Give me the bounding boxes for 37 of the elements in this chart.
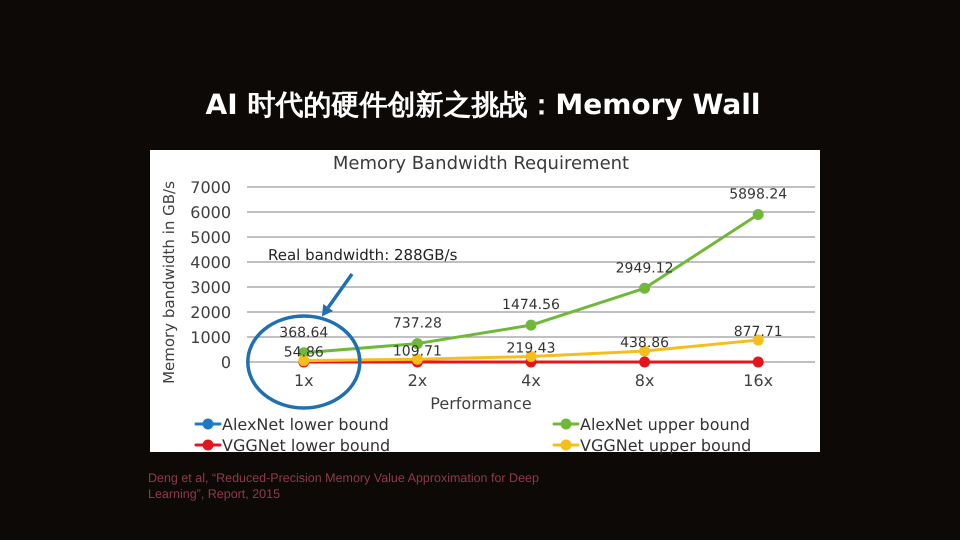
data-label: 1474.56 [502, 297, 560, 314]
chart-title: AI 时代的硬件创新之挑战：Memory Wall [206, 88, 760, 121]
y-axis-title: Memory bandwidth in GB/s [160, 180, 178, 384]
y-tick-label: 2000 [190, 303, 231, 322]
point [526, 320, 536, 331]
text: Deng et al, “Reduced-Precision Memory Value Approximation for Deep Learning”, Report, 2015 [148, 471, 539, 501]
y-tick-label: 0 [220, 353, 231, 372]
legend-label: AlexNet lower bound [222, 415, 389, 434]
y-tick-label: 7000 [190, 178, 231, 197]
y-tick-label: 3000 [190, 278, 231, 297]
x-tick-label: 16x [743, 371, 774, 390]
x-axis-title: Performance [430, 394, 532, 413]
data-label: 5898.24 [729, 186, 788, 203]
x-tick-label: 8x [634, 371, 654, 390]
point [639, 282, 650, 294]
x-tick-label: 4x [521, 371, 541, 390]
legend-label: AlexNet upper bound [580, 415, 750, 434]
data-label: 368.64 [279, 324, 328, 341]
legend-label: VGGNet lower bound [222, 436, 390, 455]
data-label: 877.71 [734, 324, 783, 340]
y-tick-label: 4000 [190, 253, 231, 272]
data-label: 2949.12 [616, 260, 674, 276]
annotation: Real bandwidth: 288GB/s [268, 246, 458, 264]
data-label: 737.28 [392, 316, 442, 332]
data-label: 219.43 [506, 340, 556, 357]
data-label: 438.86 [620, 335, 670, 352]
point [752, 356, 764, 368]
data-label: 109.71 [392, 343, 442, 360]
legend-label: VGGNet upper bound [580, 436, 752, 455]
y-tick-label: 1000 [190, 328, 231, 347]
point [752, 209, 764, 220]
x-tick-label: 2x [408, 371, 428, 390]
x-tick-label: 1x [294, 371, 314, 390]
chart-subtitle: Memory Bandwidth Requirement [332, 153, 630, 174]
y-tick-label: 5000 [190, 228, 231, 247]
point [639, 356, 650, 368]
y-tick-label: 6000 [190, 203, 231, 222]
